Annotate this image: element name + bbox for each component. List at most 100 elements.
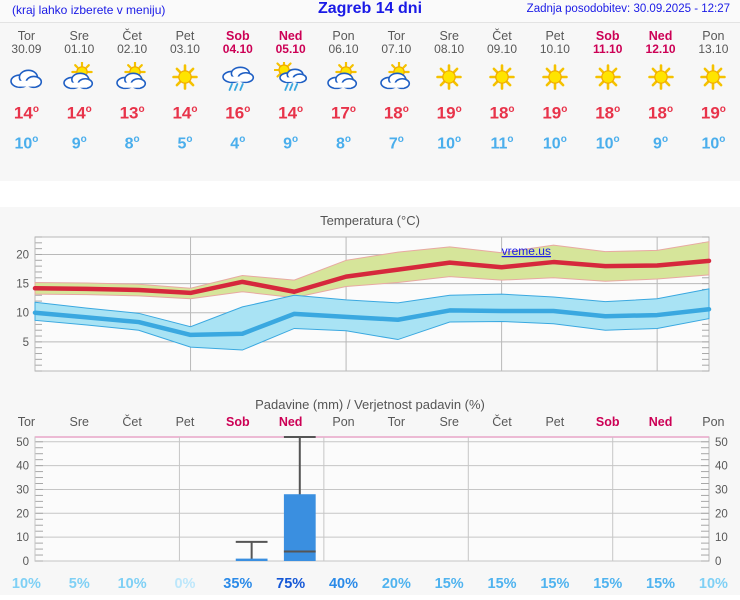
precip-probability-9: 15% <box>487 576 517 592</box>
day-name: Pet <box>175 29 195 43</box>
day-tmax-cell-2: 13o <box>106 96 159 128</box>
precipitation-chart: 0 0 10 10 20 20 30 30 40 40 50 50 <box>16 436 728 568</box>
day-tmax-cell-13: 19o <box>687 96 740 128</box>
day-tmin-cell-12: 9o <box>634 128 687 156</box>
svg-text:40: 40 <box>715 461 728 473</box>
day-header-9[interactable]: Čet 09.10 <box>476 23 529 56</box>
temperature-chart-title: Temperatura (°C) <box>0 207 740 231</box>
tmax-value: 19o <box>542 103 568 123</box>
sunny-icon <box>528 58 581 96</box>
day-header-12[interactable]: Ned 12.10 <box>634 23 687 56</box>
tmin-value: 4o <box>230 133 246 152</box>
day-tmin-cell-9: 11o <box>476 128 529 156</box>
svg-text:20: 20 <box>16 249 29 261</box>
precip-day-label-5: Ned <box>278 415 303 429</box>
tmax-value: 18o <box>595 103 621 123</box>
partly-sunny-icon <box>317 58 370 96</box>
day-tmin-row: 10o 9o 8o 5o 4o 9o 8o 7o 10o 11o 10o 10o 9o 10o <box>0 128 740 156</box>
precip-probability-3: 0% <box>174 576 196 592</box>
day-name: Sob <box>595 29 620 43</box>
day-header-0[interactable]: Tor 30.09 <box>0 23 53 56</box>
day-icon-cell-9 <box>476 56 529 96</box>
precip-day-label-1: Sre <box>69 415 89 429</box>
day-name: Pon <box>332 29 355 43</box>
day-icon-cell-12 <box>634 56 687 96</box>
day-icon-cell-13 <box>687 56 740 96</box>
tmin-value: 8o <box>124 133 140 152</box>
sun-cloud-rain-icon <box>264 58 317 96</box>
precipitation-chart-title: Padavine (mm) / Verjetnost padavin (%) <box>0 391 740 415</box>
day-header-2[interactable]: Čet 02.10 <box>106 23 159 56</box>
day-header-11[interactable]: Sob 11.10 <box>581 23 634 56</box>
precip-probability-12: 15% <box>646 576 676 592</box>
day-header-7[interactable]: Tor 07.10 <box>370 23 423 56</box>
tmin-value: 10o <box>701 133 726 152</box>
day-tmin-cell-11: 10o <box>581 128 634 156</box>
degree-symbol: o <box>719 104 726 115</box>
day-tmax-cell-12: 18o <box>634 96 687 128</box>
day-date: 08.10 <box>434 42 465 56</box>
day-tmax-cell-4: 16o <box>211 96 264 128</box>
day-header-1[interactable]: Sre 01.10 <box>53 23 106 56</box>
day-date: 10.10 <box>539 42 570 56</box>
day-tmin-cell-1: 9o <box>53 128 106 156</box>
day-date: 02.10 <box>117 42 148 56</box>
precipitation-chart-section: Padavine (mm) / Verjetnost padavin (%) T… <box>0 391 740 595</box>
day-name: Čet <box>492 29 512 43</box>
precip-day-label-11: Sob <box>595 415 620 429</box>
cloudy-icon <box>0 58 53 96</box>
svg-text:50: 50 <box>715 437 728 449</box>
precip-probability-8: 15% <box>434 576 464 592</box>
tmin-value: 11o <box>490 133 514 152</box>
day-header-4[interactable]: Sob 04.10 <box>211 23 264 56</box>
day-tmax-cell-9: 18o <box>476 96 529 128</box>
watermark: vreme.us <box>502 244 551 258</box>
tmax-value: 18o <box>648 103 674 123</box>
day-header-10[interactable]: Pet 10.10 <box>528 23 581 56</box>
precip-probability-6: 40% <box>328 576 358 592</box>
tmax-value: 14o <box>172 103 198 123</box>
day-name: Sre <box>439 29 459 43</box>
last-updated: Zadnja posodobitev: 30.09.2025 - 12:27 <box>526 3 730 15</box>
degree-symbol: o <box>397 133 404 145</box>
day-date: 12.10 <box>645 42 676 56</box>
precip-day-label-13: Pon <box>702 415 725 429</box>
svg-text:30: 30 <box>16 484 29 496</box>
degree-symbol: o <box>32 104 39 115</box>
tmin-value: 10o <box>542 133 567 152</box>
day-header-6[interactable]: Pon 06.10 <box>317 23 370 56</box>
degree-symbol: o <box>186 133 193 145</box>
day-name: Tor <box>387 29 406 43</box>
day-header-3[interactable]: Pet 03.10 <box>159 23 212 56</box>
degree-symbol: o <box>85 104 92 115</box>
precip-day-label-3: Pet <box>175 415 195 429</box>
svg-text:20: 20 <box>16 508 29 520</box>
tmin-value: 8o <box>335 133 351 152</box>
day-header-8[interactable]: Sre 08.10 <box>423 23 476 56</box>
day-tmax-cell-1: 14o <box>53 96 106 128</box>
svg-text:10: 10 <box>16 532 29 544</box>
day-icon-cell-6 <box>317 56 370 96</box>
day-tmax-cell-6: 17o <box>317 96 370 128</box>
svg-text:40: 40 <box>16 461 29 473</box>
degree-symbol: o <box>455 104 462 115</box>
degree-symbol: o <box>613 133 620 145</box>
day-header-13[interactable]: Pon 13.10 <box>687 23 740 56</box>
day-header-5[interactable]: Ned 05.10 <box>264 23 317 56</box>
degree-symbol: o <box>614 104 621 115</box>
precip-probability-11: 15% <box>593 576 623 592</box>
tmax-value: 19o <box>700 103 726 123</box>
tmin-value: 5o <box>177 133 193 152</box>
temp-series-0 <box>32 258 712 296</box>
degree-symbol: o <box>508 104 515 115</box>
precip-probability-1: 5% <box>68 576 90 592</box>
precip-day-label-8: Sre <box>439 415 459 429</box>
day-icon-cell-11 <box>581 56 634 96</box>
precip-bar-4 <box>235 558 268 561</box>
sunny-icon <box>634 58 687 96</box>
day-icon-row <box>0 56 740 96</box>
day-date: 04.10 <box>222 42 253 56</box>
day-icon-cell-5 <box>264 56 317 96</box>
day-date: 13.10 <box>698 42 729 56</box>
day-tmax-cell-7: 18o <box>370 96 423 128</box>
